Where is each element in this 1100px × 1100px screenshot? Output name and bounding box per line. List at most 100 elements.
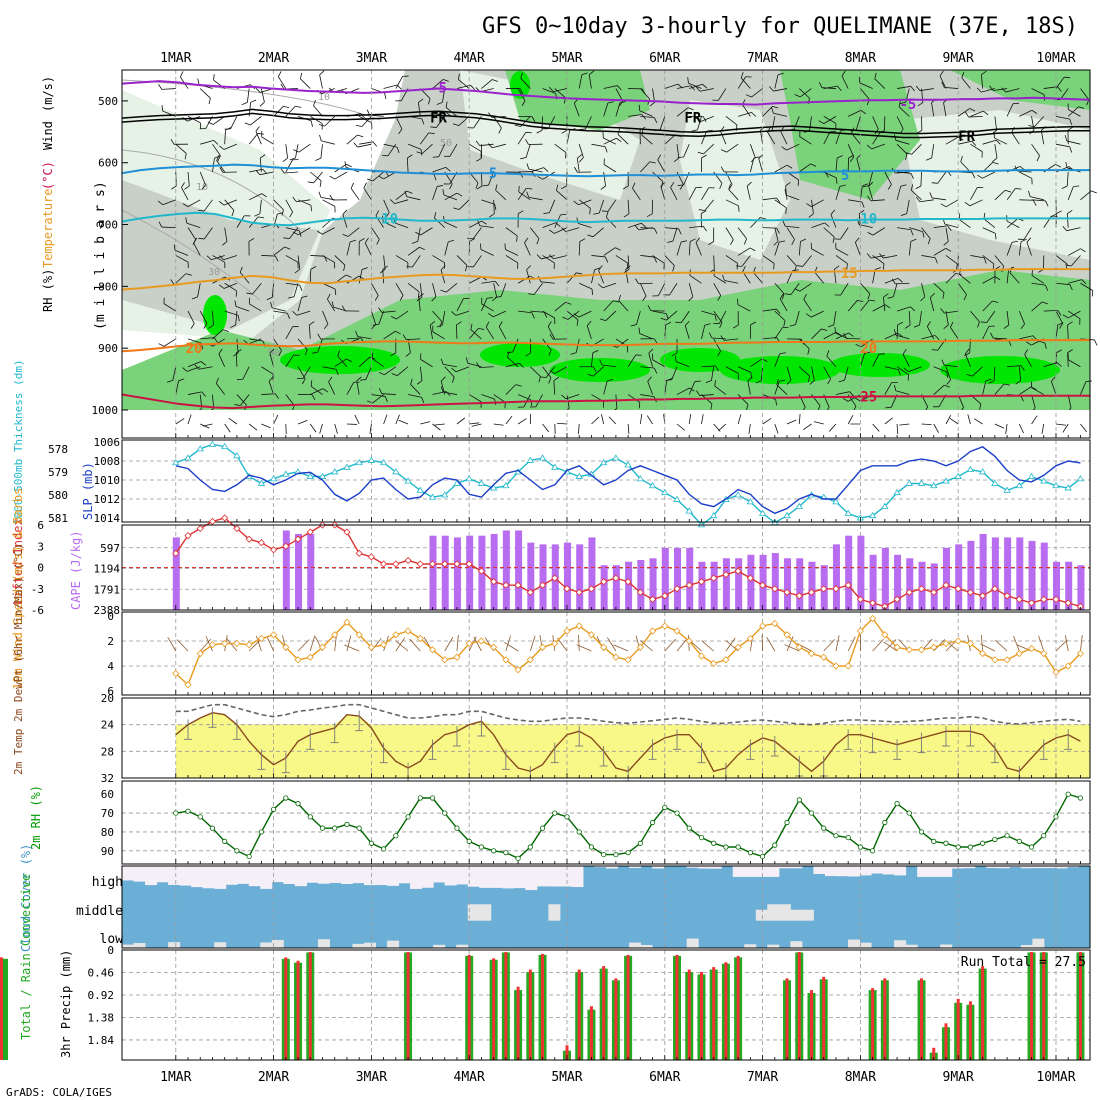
wind-barb-flag <box>805 313 812 318</box>
wind-barb <box>432 255 445 264</box>
wind-barb <box>835 391 850 395</box>
wind-barb-flag <box>396 147 400 154</box>
wind-barb-flag <box>910 86 915 92</box>
rh-contour-label: 50 <box>268 348 280 359</box>
cape-bar <box>172 537 180 610</box>
wind-barb-flag <box>964 352 970 356</box>
lifted-index-point <box>392 560 400 568</box>
wind-barb <box>847 300 858 312</box>
wind-barb <box>1055 255 1068 265</box>
lifted-index-point <box>306 528 314 536</box>
wind-barb-flag <box>284 246 291 250</box>
wind-barb <box>937 171 947 184</box>
wind-barb-flag <box>941 81 945 88</box>
wind-barb <box>762 337 777 340</box>
cloud-clear-cell <box>375 866 388 886</box>
wind-barb-flag <box>470 323 473 330</box>
cloud-clear-cell <box>882 866 895 875</box>
wind-barb-flag <box>476 157 482 162</box>
wind-barb <box>545 366 556 378</box>
wind-barb <box>728 189 739 201</box>
wind-barb <box>419 132 429 145</box>
wind-barb-flag <box>213 337 218 343</box>
wind-barb <box>701 325 706 340</box>
wind-barb-flag <box>1064 76 1071 79</box>
wind-barb <box>785 185 788 200</box>
wind-barb <box>640 255 655 258</box>
wind-barb <box>669 283 678 296</box>
wind-barb <box>603 137 617 145</box>
rh-2m-point <box>1077 795 1084 801</box>
wind-barb <box>860 338 873 348</box>
wind-barb <box>566 272 577 284</box>
wind-barb <box>230 116 238 130</box>
precip-convective-bar <box>1030 951 1034 1060</box>
wind-barb-flag <box>456 321 462 326</box>
wind-barb <box>541 255 555 260</box>
cloud-clear-cell <box>686 938 699 948</box>
wind-barb-flag <box>198 237 205 240</box>
wind-barb-flag <box>319 70 325 76</box>
wind-barb <box>725 255 738 264</box>
wind-barb-flag <box>1028 125 1035 128</box>
surface-wind-barb <box>578 634 580 652</box>
wind-barb-flag <box>971 140 977 146</box>
wind-barb-flag <box>1045 284 1049 291</box>
wind-barb <box>322 282 336 290</box>
wind-speed-point <box>477 637 485 645</box>
wind-barb <box>944 223 959 229</box>
wind-barb-flag <box>946 379 951 385</box>
wind-barb <box>688 283 694 297</box>
wind-barb <box>187 116 201 124</box>
precip-total-bar <box>0 958 8 1060</box>
wind-barb-flag <box>647 305 652 311</box>
wind-barb-flag <box>390 352 396 357</box>
cape-bar <box>710 561 718 610</box>
wind-barb <box>676 361 690 368</box>
cloud-clear-cell <box>790 866 803 869</box>
wind-barb-flag <box>277 212 284 215</box>
wind-barb <box>228 417 238 425</box>
wind-barb <box>199 310 208 324</box>
cloud-clear-cell <box>513 866 526 889</box>
temp-tick-label: 24 <box>101 719 115 732</box>
wind-barb <box>202 423 213 427</box>
wind-barb <box>786 366 792 381</box>
temp-tick-label: 28 <box>101 745 114 758</box>
wind-barb <box>302 366 311 379</box>
temp-frame <box>121 697 1091 779</box>
wind-barb <box>530 366 541 377</box>
wind-barb-flag <box>543 167 549 172</box>
wind-barb-flag <box>556 184 559 191</box>
wind-barb <box>711 337 726 340</box>
cloud-clear-cell <box>1020 866 1033 869</box>
wind-barb-flag <box>807 376 811 383</box>
wind-barb <box>346 337 361 340</box>
cloud-clear-cell <box>444 866 457 886</box>
wind-barb <box>774 310 786 321</box>
surface-wind-barb <box>980 635 984 652</box>
wind-barb <box>236 215 245 228</box>
wind-barb <box>174 249 189 256</box>
wind-barb <box>382 269 385 284</box>
wind-barb-flag <box>702 116 707 122</box>
wind-speed-point <box>746 634 754 643</box>
precip-convective-bar <box>699 972 703 1060</box>
thickness-point <box>575 472 583 479</box>
wind-barb <box>713 283 722 296</box>
wind-barb <box>383 414 388 425</box>
wind-barb <box>933 384 945 395</box>
wind-speed-point <box>465 639 473 648</box>
surface-wind-barb <box>334 635 337 652</box>
wind-barb <box>469 276 482 284</box>
wind-barb <box>786 419 797 425</box>
wind-barb <box>381 393 396 395</box>
rh-2m-point <box>576 829 582 835</box>
wind-barb <box>310 385 323 395</box>
wind-speed-point <box>428 646 437 654</box>
wind-barb <box>725 116 738 126</box>
surface-wind-barb <box>409 638 421 652</box>
rh-2m-point <box>319 825 326 831</box>
wind-barb-flag <box>717 295 722 301</box>
cape-bar <box>453 537 461 610</box>
